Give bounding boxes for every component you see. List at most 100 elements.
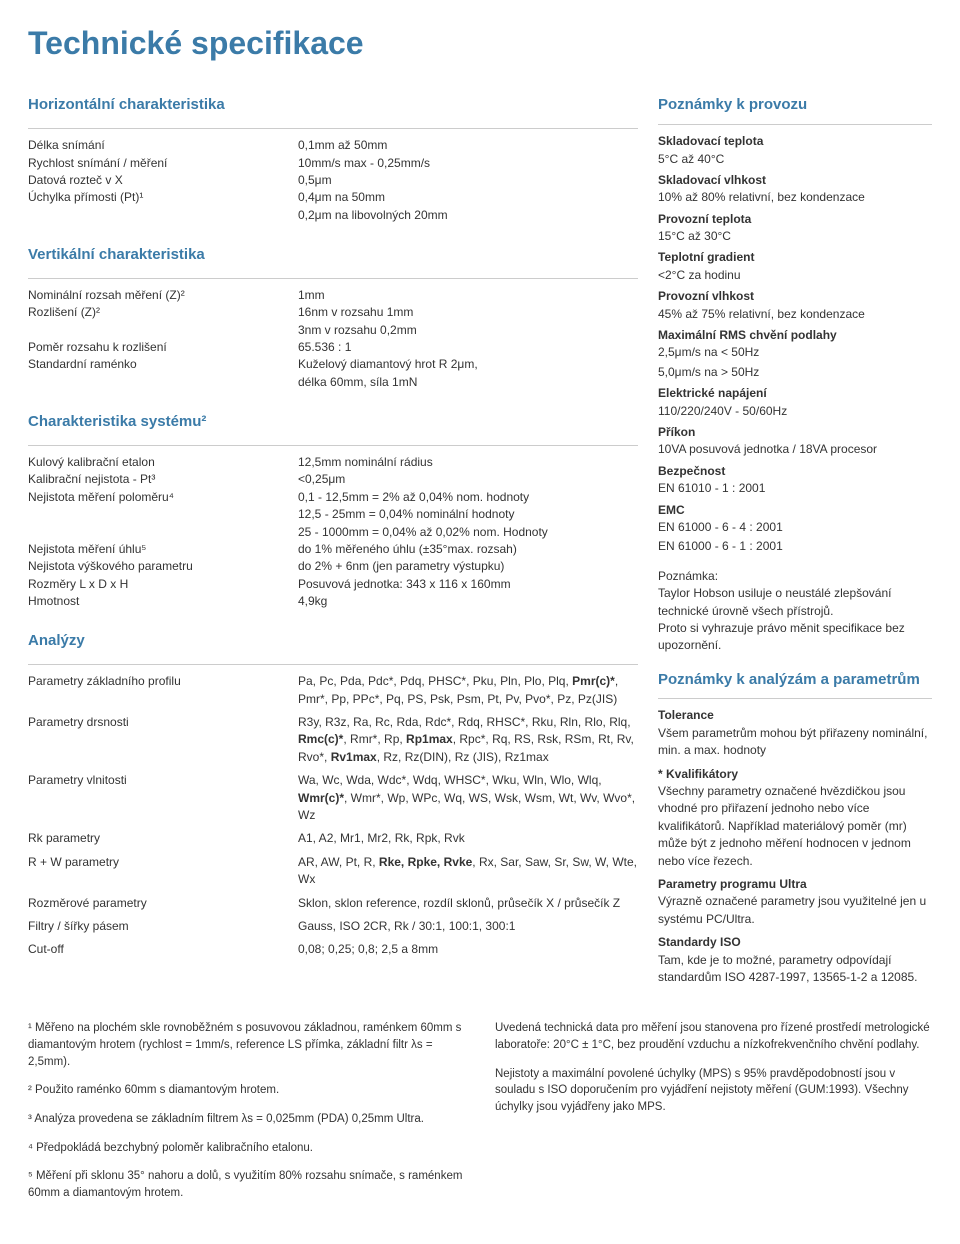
footnote: ⁴ Předpokládá bezchybný poloměr kalibrač…: [28, 1140, 465, 1157]
spec-row: Rychlost snímání / měření10mm/s max - 0,…: [28, 155, 638, 172]
right-item-text: 10% až 80% relativní, bez kondenzace: [658, 189, 932, 206]
footnote: ¹ Měřeno na plochém skle rovnoběžném s p…: [28, 1020, 465, 1070]
footnotes: ¹ Měřeno na plochém skle rovnoběžném s p…: [28, 1020, 932, 1213]
right-item-heading: Bezpečnost: [658, 463, 932, 480]
spec-label: Rk parametry: [28, 830, 298, 847]
spec-label: Nejistota výškového parametru: [28, 558, 298, 575]
spec-value: 12,5 - 25mm = 0,04% nominální hodnoty: [298, 506, 638, 523]
spec-row: Nejistota měření úhlu⁵do 1% měřeného úhl…: [28, 541, 638, 558]
heading-horizontal: Horizontální charakteristika: [28, 94, 298, 116]
footnote: ² Použito raménko 60mm s diamantovým hro…: [28, 1082, 465, 1099]
spec-label: Nominální rozsah měření (Z)²: [28, 287, 298, 304]
spec-row: Hmotnost4,9kg: [28, 593, 638, 610]
heading-system: Charakteristika systému²: [28, 411, 298, 433]
spec-row: Úchylka přímosti (Pt)¹0,4μm na 50mm: [28, 189, 638, 206]
spec-value: do 1% měřeného úhlu (±35°max. rozsah): [298, 541, 638, 558]
spec-row: Parametry základního profiluPa, Pc, Pda,…: [28, 673, 638, 708]
rule: [658, 698, 932, 699]
spec-label: [28, 207, 298, 224]
spec-value: AR, AW, Pt, R, Rke, Rpke, Rvke, Rx, Sar,…: [298, 854, 638, 889]
heading-vertical: Vertikální charakteristika: [28, 244, 298, 266]
spec-value: 10mm/s max - 0,25mm/s: [298, 155, 638, 172]
spec-row: Nominální rozsah měření (Z)²1mm: [28, 287, 638, 304]
spec-row: Filtry / šířky pásemGauss, ISO 2CR, Rk /…: [28, 918, 638, 935]
spec-row: Datová rozteč v X0,5μm: [28, 172, 638, 189]
spec-row: Parametry vlnitostiWa, Wc, Wda, Wdc*, Wd…: [28, 772, 638, 824]
spec-value: Kuželový diamantový hrot R 2μm,: [298, 356, 638, 373]
right-item-text: 10VA posuvová jednotka / 18VA procesor: [658, 441, 932, 458]
spec-row: Rozměrové parametrySklon, sklon referenc…: [28, 895, 638, 912]
footnote: Nejistoty a maximální povolené úchylky (…: [495, 1066, 932, 1116]
heading-analyses: Analýzy: [28, 630, 298, 652]
note-heading: Poznámka:: [658, 568, 932, 585]
right-item-heading: * Kvalifikátory: [658, 766, 932, 783]
spec-label: Datová rozteč v X: [28, 172, 298, 189]
spec-row: 3nm v rozsahu 0,2mm: [28, 322, 638, 339]
spec-label: Rozlišení (Z)²: [28, 304, 298, 321]
footnotes-left: ¹ Měřeno na plochém skle rovnoběžném s p…: [28, 1020, 465, 1213]
spec-row: Rk parametryA1, A2, Mr1, Mr2, Rk, Rpk, R…: [28, 830, 638, 847]
right-item-heading: Standardy ISO: [658, 934, 932, 951]
right-item-heading: Příkon: [658, 424, 932, 441]
spec-value: 12,5mm nominální rádius: [298, 454, 638, 471]
spec-row: Standardní raménkoKuželový diamantový hr…: [28, 356, 638, 373]
spec-value: 0,1 - 12,5mm = 2% až 0,04% nom. hodnoty: [298, 489, 638, 506]
spec-row: Nejistota měření poloměru⁴0,1 - 12,5mm =…: [28, 489, 638, 506]
spec-value: R3y, R3z, Ra, Rc, Rda, Rdc*, Rdq, RHSC*,…: [298, 714, 638, 766]
spec-value: 65.536 : 1: [298, 339, 638, 356]
spec-row: Kalibrační nejistota - Pt³<0,25μm: [28, 471, 638, 488]
right-item-heading: Tolerance: [658, 707, 932, 724]
analyses-rows: Parametry základního profiluPa, Pc, Pda,…: [28, 673, 638, 958]
page-title: Technické specifikace: [28, 20, 932, 66]
footnote: ⁵ Měření při sklonu 35° nahoru a dolů, s…: [28, 1168, 465, 1201]
spec-row: délka 60mm, síla 1mN: [28, 374, 638, 391]
spec-value: Pa, Pc, Pda, Pdc*, Pdq, PHSC*, Pku, Pln,…: [298, 673, 638, 708]
spec-value: 0,2μm na libovolných 20mm: [298, 207, 638, 224]
right-item-text: EN 61000 - 6 - 4 : 2001: [658, 519, 932, 536]
right-item-text: 5°C až 40°C: [658, 151, 932, 168]
spec-value: <0,25μm: [298, 471, 638, 488]
right-item-heading: EMC: [658, 502, 932, 519]
spec-value: 0,08; 0,25; 0,8; 2,5 a 8mm: [298, 941, 638, 958]
spec-label: Úchylka přímosti (Pt)¹: [28, 189, 298, 206]
spec-value: A1, A2, Mr1, Mr2, Rk, Rpk, Rvk: [298, 830, 638, 847]
spec-value: Gauss, ISO 2CR, Rk / 30:1, 100:1, 300:1: [298, 918, 638, 935]
right-item-text: 2,5μm/s na < 50Hz: [658, 344, 932, 361]
right-item-heading: Elektrické napájení: [658, 385, 932, 402]
vertical-rows: Nominální rozsah měření (Z)²1mmRozlišení…: [28, 287, 638, 391]
spec-label: Cut-off: [28, 941, 298, 958]
heading-anal-notes: Poznámky k analýzám a parametrům: [658, 669, 932, 691]
spec-row: Poměr rozsahu k rozlišení65.536 : 1: [28, 339, 638, 356]
provoz-items: Skladovací teplota5°C až 40°CSkladovací …: [658, 133, 932, 556]
spec-value: 0,1mm až 50mm: [298, 137, 638, 154]
spec-value: Sklon, sklon reference, rozdíl sklonů, p…: [298, 895, 638, 912]
right-item-heading: Skladovací teplota: [658, 133, 932, 150]
spec-row: Rozlišení (Z)²16nm v rozsahu 1mm: [28, 304, 638, 321]
spec-value: Wa, Wc, Wda, Wdc*, Wdq, WHSC*, Wku, Wln,…: [298, 772, 638, 824]
spec-label: Nejistota měření úhlu⁵: [28, 541, 298, 558]
spec-row: Parametry drsnostiR3y, R3z, Ra, Rc, Rda,…: [28, 714, 638, 766]
spec-value: 3nm v rozsahu 0,2mm: [298, 322, 638, 339]
rule: [28, 445, 638, 446]
spec-label: [28, 374, 298, 391]
rule: [28, 664, 638, 665]
spec-label: Hmotnost: [28, 593, 298, 610]
right-item-heading: Parametry programu Ultra: [658, 876, 932, 893]
spec-value: délka 60mm, síla 1mN: [298, 374, 638, 391]
heading-provoz: Poznámky k provozu: [658, 94, 932, 116]
spec-value: 16nm v rozsahu 1mm: [298, 304, 638, 321]
right-item-text: Výrazně označené parametry jsou využitel…: [658, 893, 932, 928]
spec-row: Rozměry L x D x HPosuvová jednotka: 343 …: [28, 576, 638, 593]
right-item-text: <2°C za hodinu: [658, 267, 932, 284]
spec-row: 12,5 - 25mm = 0,04% nominální hodnoty: [28, 506, 638, 523]
spec-label: Parametry základního profilu: [28, 673, 298, 708]
right-item-text: Všechny parametry označené hvězdičkou js…: [658, 783, 932, 870]
right-item-heading: Provozní teplota: [658, 211, 932, 228]
spec-label: Rychlost snímání / měření: [28, 155, 298, 172]
spec-label: Kulový kalibrační etalon: [28, 454, 298, 471]
spec-value: 1mm: [298, 287, 638, 304]
right-item-text: 5,0μm/s na > 50Hz: [658, 364, 932, 381]
horizontal-rows: Délka snímání0,1mm až 50mmRychlost snímá…: [28, 137, 638, 224]
footnotes-right: Uvedená technická data pro měření jsou s…: [495, 1020, 932, 1213]
rule: [28, 128, 638, 129]
